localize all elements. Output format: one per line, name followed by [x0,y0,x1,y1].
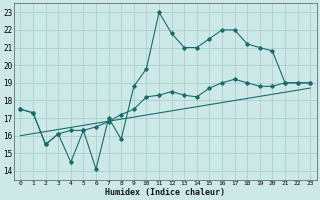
X-axis label: Humidex (Indice chaleur): Humidex (Indice chaleur) [105,188,225,197]
